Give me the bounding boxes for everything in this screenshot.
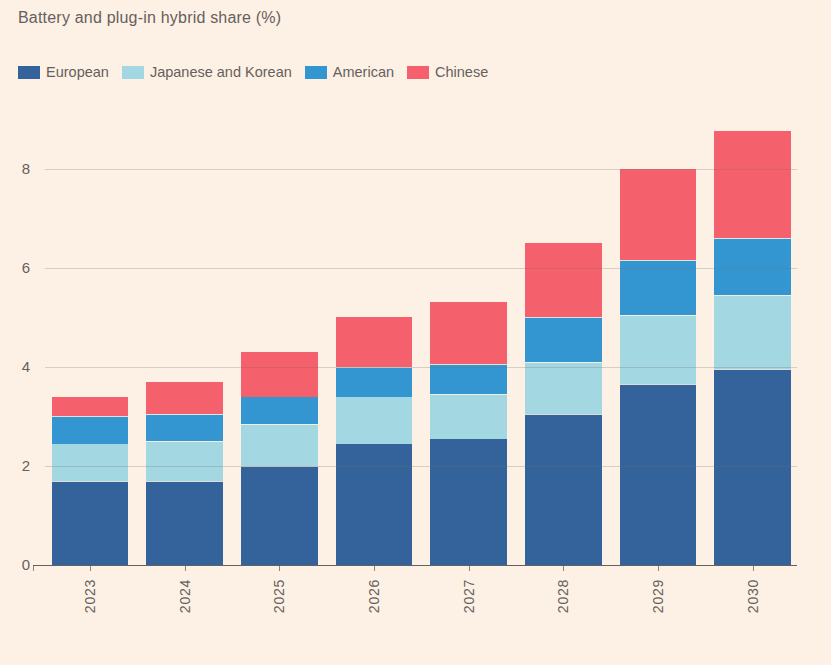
legend-label-japanese-korean: Japanese and Korean [150,64,292,80]
bar-segment-american-2028 [525,317,602,362]
bar-segment-european-2028 [525,414,602,565]
bar-segment-chinese-2028 [525,243,602,317]
y-axis-label-4: 4 [0,359,30,374]
bar-segment-american-2026 [336,367,413,397]
legend-item-european: European [18,64,109,80]
legend-item-american: American [305,64,394,80]
bar-segment-chinese-2026 [336,317,413,367]
x-axis-tick-2027 [469,566,470,571]
x-axis-tick-2029 [658,566,659,571]
bar-segment-japanese-and-korean-2027 [430,394,507,439]
bar-segment-european-2030 [714,369,791,565]
x-axis-tick-2028 [563,566,564,571]
bar-segment-japanese-and-korean-2024 [146,441,223,481]
bar-segment-american-2023 [52,416,129,443]
legend-label-american: American [333,64,394,80]
bar-segment-european-2023 [52,481,129,565]
legend-label-chinese: Chinese [435,64,488,80]
bar-segment-japanese-and-korean-2023 [52,444,129,481]
x-axis-tick-2025 [279,566,280,571]
bar-segment-japanese-and-korean-2026 [336,397,413,444]
y-axis-label-8: 8 [0,161,30,176]
x-axis-edge-tick [33,566,34,571]
x-axis-label-2029: 2029 [650,573,666,619]
bar-segment-american-2030 [714,238,791,295]
bar-segment-chinese-2023 [52,397,129,417]
bar-segment-european-2024 [146,481,223,565]
gridline-y-8 [45,169,797,170]
gridline-y-4 [45,367,797,368]
x-axis-tick-2024 [185,566,186,571]
x-axis-tick-2023 [90,566,91,571]
x-axis-tick-2030 [753,566,754,571]
legend-swatch-european-icon [18,66,40,79]
bar-segment-japanese-and-korean-2028 [525,362,602,414]
x-axis-label-2025: 2025 [271,573,287,619]
legend-swatch-japanese-korean-icon [122,66,144,79]
bar-segment-american-2025 [241,397,318,424]
bar-segment-american-2024 [146,414,223,441]
bar-segment-japanese-and-korean-2025 [241,424,318,466]
legend-item-japanese-korean: Japanese and Korean [122,64,292,80]
x-axis-line [33,565,797,566]
chart-stage: Battery and plug-in hybrid share (%) Eur… [0,0,831,665]
bar-segment-european-2027 [430,439,507,565]
y-axis-label-0: 0 [0,557,30,572]
bar-segment-chinese-2030 [714,131,791,238]
x-axis-label-2027: 2027 [461,573,477,619]
gridline-y-2 [45,466,797,467]
gridline-y-6 [45,268,797,269]
legend-swatch-chinese-icon [407,66,429,79]
x-axis-label-2026: 2026 [366,573,382,619]
bar-segment-chinese-2027 [430,302,507,364]
y-axis-label-6: 6 [0,260,30,275]
x-axis-label-2023: 2023 [82,573,98,619]
legend-label-european: European [46,64,109,80]
bar-segment-american-2027 [430,364,507,394]
x-axis-tick-2026 [374,566,375,571]
bar-segment-european-2029 [620,384,697,565]
bar-segment-european-2025 [241,466,318,565]
bar-segment-chinese-2024 [146,382,223,414]
bar-segment-japanese-and-korean-2030 [714,295,791,369]
legend: European Japanese and Korean American Ch… [18,64,488,80]
bar-segment-chinese-2029 [620,169,697,261]
legend-item-chinese: Chinese [407,64,488,80]
bar-segment-chinese-2025 [241,352,318,397]
chart-title: Battery and plug-in hybrid share (%) [18,9,281,27]
x-axis-label-2028: 2028 [555,573,571,619]
x-axis-label-2024: 2024 [177,573,193,619]
legend-swatch-american-icon [305,66,327,79]
y-axis-label-2: 2 [0,458,30,473]
bar-segment-european-2026 [336,444,413,565]
x-axis-label-2030: 2030 [745,573,761,619]
bar-segment-japanese-and-korean-2029 [620,315,697,384]
